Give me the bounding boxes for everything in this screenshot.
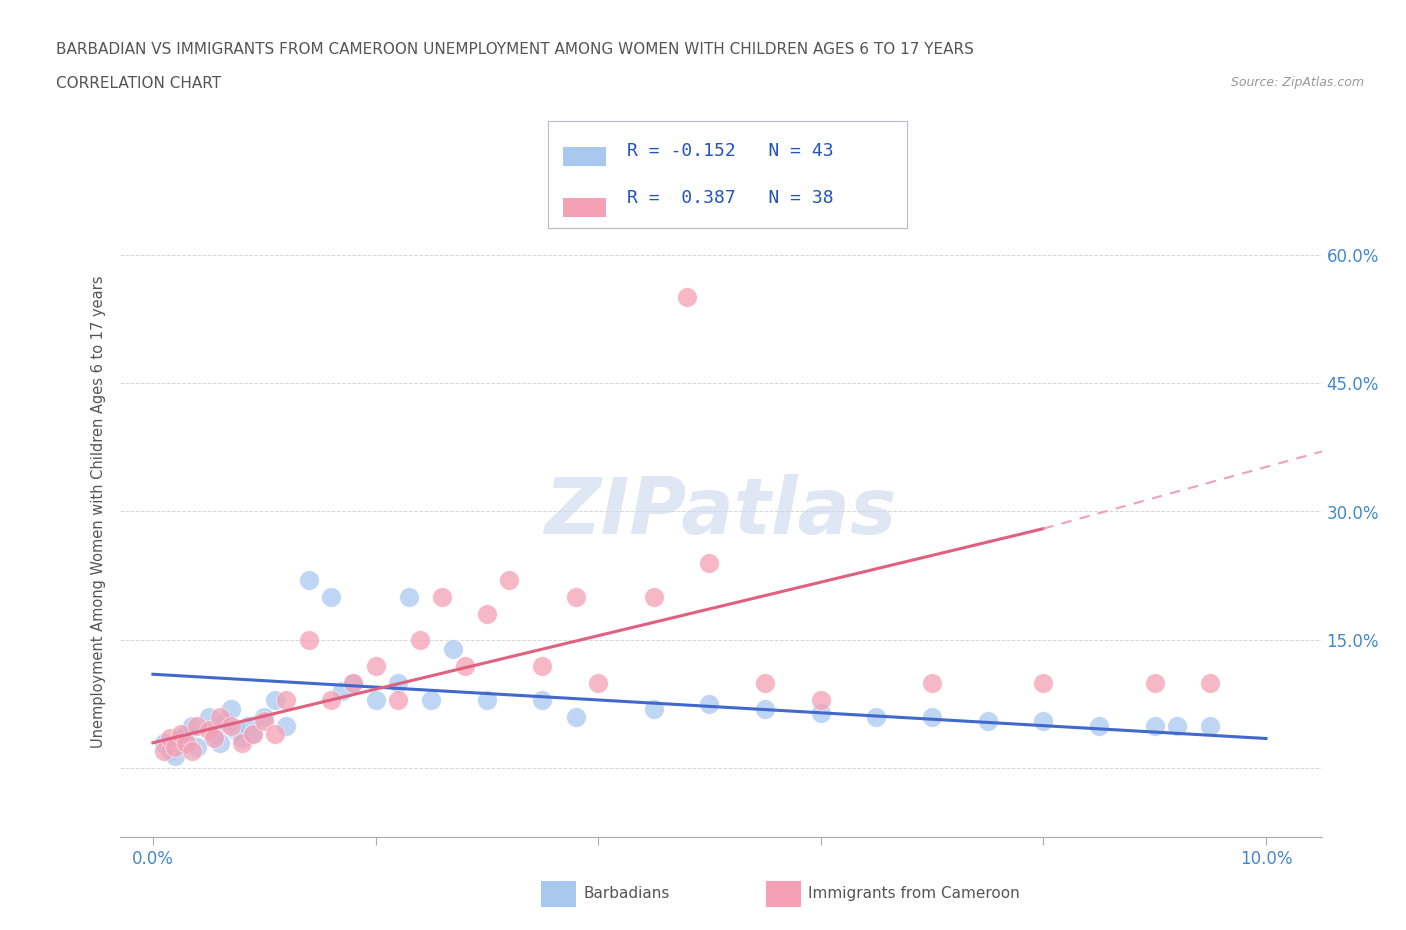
Point — [219, 701, 242, 716]
Point — [810, 693, 832, 708]
Point — [643, 590, 665, 604]
Point — [565, 710, 588, 724]
Point — [453, 658, 475, 673]
Point — [153, 744, 176, 759]
Point — [409, 632, 432, 647]
Point — [180, 718, 202, 733]
Point — [699, 555, 721, 570]
Point — [298, 632, 321, 647]
Point — [231, 731, 253, 746]
Point — [1088, 718, 1111, 733]
Text: Barbadians: Barbadians — [583, 886, 669, 901]
Text: CORRELATION CHART: CORRELATION CHART — [56, 76, 221, 91]
Point — [1143, 675, 1166, 690]
Point — [153, 736, 176, 751]
Point — [174, 726, 197, 741]
Point — [319, 693, 342, 708]
Text: Immigrants from Cameroon: Immigrants from Cameroon — [808, 886, 1021, 901]
Point — [754, 675, 776, 690]
Point — [225, 723, 247, 737]
Point — [276, 693, 298, 708]
Point — [159, 731, 181, 746]
Point — [214, 714, 236, 729]
Point — [531, 693, 554, 708]
Bar — [562, 198, 606, 218]
Point — [186, 739, 208, 754]
Point — [387, 675, 409, 690]
Point — [441, 641, 464, 656]
Point — [197, 710, 219, 724]
Point — [180, 744, 202, 759]
Point — [186, 718, 208, 733]
Text: R =  0.387   N = 38: R = 0.387 N = 38 — [627, 189, 834, 206]
Point — [242, 726, 264, 741]
Point — [219, 718, 242, 733]
Point — [165, 739, 187, 754]
Point — [1032, 675, 1054, 690]
Point — [264, 693, 287, 708]
Point — [921, 710, 943, 724]
Point — [298, 573, 321, 588]
Point — [754, 701, 776, 716]
Point — [342, 675, 364, 690]
Point — [976, 714, 998, 729]
Point — [420, 693, 443, 708]
Text: Source: ZipAtlas.com: Source: ZipAtlas.com — [1230, 76, 1364, 89]
Point — [202, 731, 225, 746]
Point — [531, 658, 554, 673]
Point — [643, 701, 665, 716]
Point — [387, 693, 409, 708]
Point — [586, 675, 609, 690]
Point — [810, 705, 832, 720]
Point — [208, 710, 231, 724]
Point — [1032, 714, 1054, 729]
Point — [676, 290, 699, 305]
Point — [276, 718, 298, 733]
Point — [921, 675, 943, 690]
Point — [699, 697, 721, 711]
Point — [231, 736, 253, 751]
Point — [1166, 718, 1188, 733]
Point — [475, 607, 498, 622]
Point — [565, 590, 588, 604]
Point — [364, 658, 387, 673]
Point — [475, 693, 498, 708]
Text: ZIPatlas: ZIPatlas — [544, 473, 897, 550]
Point — [197, 723, 219, 737]
Bar — [562, 147, 606, 166]
Text: BARBADIAN VS IMMIGRANTS FROM CAMEROON UNEMPLOYMENT AMONG WOMEN WITH CHILDREN AGE: BARBADIAN VS IMMIGRANTS FROM CAMEROON UN… — [56, 42, 974, 57]
Point — [236, 718, 259, 733]
Point — [398, 590, 420, 604]
Point — [330, 684, 353, 698]
Point — [174, 736, 197, 751]
Point — [170, 726, 193, 741]
Text: R = -0.152   N = 43: R = -0.152 N = 43 — [627, 142, 834, 160]
Point — [865, 710, 887, 724]
Point — [364, 693, 387, 708]
Point — [264, 726, 287, 741]
Point — [498, 573, 520, 588]
Point — [165, 748, 187, 763]
Point — [342, 675, 364, 690]
Point — [432, 590, 454, 604]
Point — [1199, 675, 1222, 690]
Point — [208, 736, 231, 751]
Point — [1143, 718, 1166, 733]
Point — [253, 710, 276, 724]
Point — [170, 731, 193, 746]
Point — [253, 714, 276, 729]
Point — [1199, 718, 1222, 733]
Point — [319, 590, 342, 604]
Y-axis label: Unemployment Among Women with Children Ages 6 to 17 years: Unemployment Among Women with Children A… — [91, 275, 107, 748]
Point — [159, 744, 181, 759]
Point — [202, 726, 225, 741]
Point — [242, 726, 264, 741]
